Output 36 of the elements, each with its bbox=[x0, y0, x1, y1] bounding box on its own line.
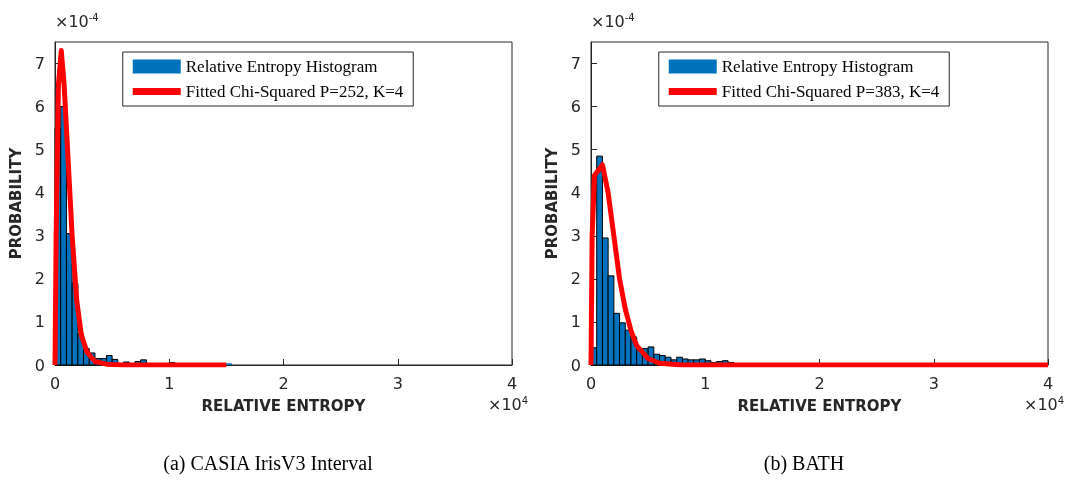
y-tick-label: 7 bbox=[570, 54, 581, 74]
y-tick-label: 0 bbox=[570, 355, 581, 375]
y-tick-label: 1 bbox=[34, 312, 45, 332]
y-tick-label: 5 bbox=[570, 140, 581, 160]
x-tick-label: 0 bbox=[585, 373, 597, 393]
x-axis-title: RELATIVE ENTROPY bbox=[737, 396, 903, 415]
x-tick-label: 3 bbox=[392, 373, 403, 393]
y-axis-title: PROBABILITY bbox=[7, 146, 26, 260]
x-tick-label: 1 bbox=[164, 373, 175, 393]
y-axis-title: PROBABILITY bbox=[543, 146, 562, 260]
y-tick-label: 1 bbox=[570, 312, 581, 332]
x-tick-label: 2 bbox=[814, 373, 825, 393]
y-tick-label: 4 bbox=[34, 183, 45, 203]
x-tick-label: 4 bbox=[1042, 373, 1054, 393]
x-tick-label: 1 bbox=[700, 373, 711, 393]
y-tick-label: 6 bbox=[570, 97, 581, 117]
y-tick-label: 5 bbox=[34, 140, 45, 160]
legend-label: Relative Entropy Histogram bbox=[721, 57, 914, 76]
x-tick-label: 0 bbox=[49, 373, 61, 393]
x-tick-label: 4 bbox=[506, 373, 518, 393]
x-axis-title: RELATIVE ENTROPY bbox=[201, 396, 367, 415]
y-tick-label: 3 bbox=[34, 226, 45, 246]
x-tick-label: 2 bbox=[278, 373, 289, 393]
y-tick-label: 7 bbox=[34, 54, 45, 74]
y-tick-label: 0 bbox=[34, 355, 45, 375]
text: (a) CASIA IrisV3 Interval bbox=[163, 452, 374, 475]
legend-label: Fitted Chi-Squared P=252, K=4 bbox=[185, 82, 404, 101]
y-tick-label: 4 bbox=[570, 183, 581, 203]
y-tick-label: 2 bbox=[34, 269, 45, 289]
text: (b) BATH bbox=[763, 452, 845, 475]
y-tick-label: 2 bbox=[570, 269, 581, 289]
legend-label: Relative Entropy Histogram bbox=[185, 57, 378, 76]
y-tick-label: 6 bbox=[34, 97, 45, 117]
x-tick-label: 3 bbox=[928, 373, 939, 393]
y-tick-label: 3 bbox=[570, 226, 581, 246]
legend-label: Fitted Chi-Squared P=383, K=4 bbox=[721, 82, 940, 101]
